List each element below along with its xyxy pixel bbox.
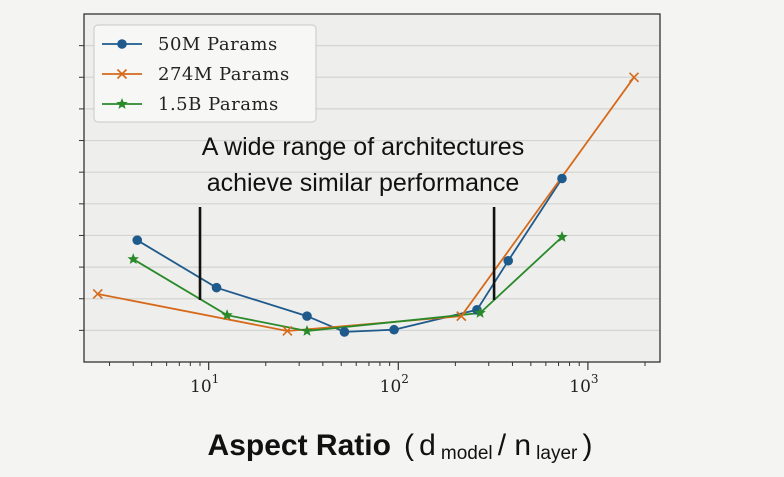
series-2-point-1 [92,288,103,300]
series-2-point-2 [282,325,293,337]
series-1-point-4 [339,327,350,337]
legend-label-2: 274M Params [158,64,290,85]
x-tick-label-3: 103 [569,372,598,397]
series-3-point-2 [221,309,233,321]
plot-frame [83,13,661,363]
legend-marker-3 [116,98,128,109]
x-tick-label-2: 102 [380,372,409,397]
annotation-line-1: A wide range of architectures [202,133,524,161]
legend-label-1: 50M Params [158,34,278,55]
series-1-point-7 [503,255,514,266]
x-axis-title-d: d [419,429,436,462]
series-1-point-1 [132,235,143,245]
series-3-point-1 [127,253,139,265]
legend: 50M Params 274M Params 1.5B Params [93,24,317,123]
x-axis-title-layer: layer [536,443,578,464]
x-axis-ticks: 101 102 103 [79,45,646,397]
legend-marker-2 [116,68,128,80]
series-1-point-8 [557,173,567,184]
series-2-point-3 [456,311,467,322]
x-tick-label-1: 101 [190,372,219,397]
series-line-1 [136,178,563,333]
x-axis-title-paren-open: ( [404,429,414,462]
annotation-pointers [198,207,496,300]
series-1-point-2 [211,282,222,293]
x-axis-title-n: n [514,429,531,462]
series-3-point-4 [474,306,486,318]
legend-box [93,24,317,123]
x-axis-title-paren-close: ) [582,429,592,462]
x-axis-title-main: Aspect Ratio [208,429,391,462]
series-1-point-5 [389,324,399,335]
series-3-point-3 [301,325,313,336]
series-markers [92,72,640,337]
series-1-point-3 [302,311,312,321]
x-axis-title-model: model [441,443,493,464]
x-axis-title-slash: / [498,429,515,462]
annotation-line-2: achieve similar performance [207,169,520,197]
legend-label-3: 1.5B Params [158,94,279,115]
legend-marker-1 [117,39,127,49]
x-axis-title: Aspect Ratio ( d model / n layer ) [208,429,593,464]
series-2-point-4 [628,72,640,83]
series-3-point-5 [556,231,568,242]
